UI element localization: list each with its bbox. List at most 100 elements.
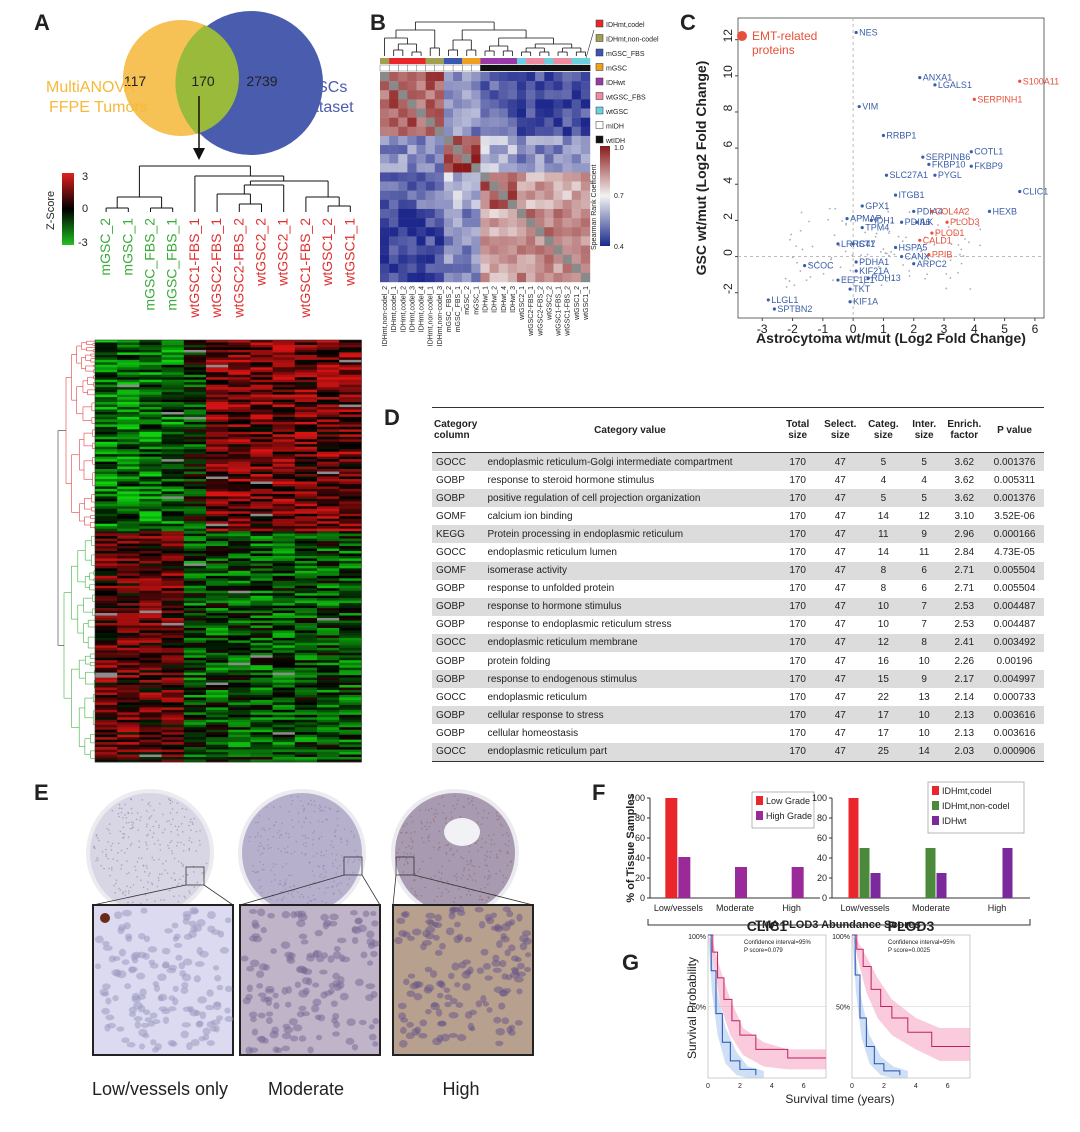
heatmap-cell [95,593,118,596]
heatmap-cell [339,474,362,477]
heatmap-cell [272,551,296,554]
heatmap-cell [317,670,340,673]
heatmap-cell [228,464,251,467]
tissue-speck [98,839,100,842]
cell-nucleus [252,922,260,930]
heatmap-cell [139,387,162,390]
heatmap-cell [161,474,185,477]
survival-x-tick: 4 [914,1083,918,1090]
heatmap-cell [206,704,229,708]
heatmap-cell [139,660,162,664]
tissue-speck [196,881,198,884]
heatmap-cell [183,521,207,524]
correlation-cell [480,190,490,201]
tissue-speck [122,826,125,828]
heatmap-cell [339,608,362,611]
heatmap-cell [294,672,318,676]
panel-label-a: A [34,10,50,35]
correlation-label: IDHmt,non-codel_1 [428,286,435,346]
heatmap-cell [206,675,229,678]
heatmap-cell [250,364,273,368]
tissue-speck [122,892,124,895]
table-cell: 170 [789,583,806,595]
heatmap-cell [317,702,340,706]
tissue-speck [147,833,149,836]
cell-nucleus [206,989,214,997]
cell-nucleus [362,910,370,918]
heatmap-cell [339,627,362,631]
survival-p-note: P score=0.0025 [888,948,931,954]
heatmap-cell [294,732,318,735]
heatmap-cell [339,491,362,495]
correlation-cell [516,81,527,91]
correlation-cell [526,154,536,164]
cell-nucleus [474,906,484,913]
correlation-cell [389,172,399,182]
heatmap-cell [117,387,140,390]
heatmap-cell [95,727,118,731]
heatmap-cell [117,613,140,616]
emt-legend-dot [737,31,747,41]
heatmap-cell [250,533,273,537]
correlation-cell [553,172,563,182]
heatmap-cell [339,434,362,438]
correlation-cell [407,208,417,219]
protein-label: PDIA4 [917,206,943,216]
heatmap-cell [339,407,362,410]
tissue-speck [396,852,399,854]
heatmap-cell [139,680,162,683]
bar-y-tick-label: 0 [640,893,645,903]
heatmap-cell [250,585,273,589]
heatmap-cell [250,655,273,659]
tissue-speck [312,843,314,846]
correlation-cell [416,245,426,255]
legend-swatch [595,48,604,57]
cell-nucleus [245,1046,253,1055]
annotation-type-cell [416,58,426,64]
cell-nucleus [186,1042,193,1051]
correlation-cell [498,99,509,109]
cell-nucleus [298,1035,307,1042]
cell-nucleus [143,935,151,943]
heatmap-cell [183,580,207,584]
heatmap-cell [95,436,118,440]
protein-point [851,242,855,246]
heatmap-cell [206,724,229,728]
correlation-cell [434,135,445,146]
heatmap-cell [206,506,229,510]
background-point [830,256,833,259]
cell-nucleus [116,1026,125,1032]
correlation-cell [498,254,509,264]
tissue-speck [174,825,177,827]
annotation-type-cell [544,58,554,64]
background-point [891,221,893,224]
heatmap-cell [294,414,318,418]
protein-point [972,97,976,101]
table-cell: protein folding [487,655,551,667]
heatmap-cell [317,416,340,420]
survival-x-tick: 0 [850,1083,854,1090]
tissue-speck [440,877,442,880]
tissue-speck [403,863,406,866]
correlation-cell [526,81,536,91]
heatmap-cell [339,610,362,614]
table-cell: 47 [834,583,846,595]
correlation-cell [516,208,527,219]
tissue-speck [188,847,191,850]
heatmap-cell [139,367,162,371]
background-point [866,241,869,244]
heatmap-cell [228,533,251,537]
heatmap-cell [272,511,296,515]
tissue-speck [154,900,156,902]
tissue-speck [116,859,119,862]
correlation-cell [471,72,481,82]
correlation-cell [571,181,582,191]
background-point [950,243,953,246]
tissue-speck [459,896,462,898]
tissue-speck [478,865,481,868]
x-tick-label: -1 [817,322,828,336]
panel-label-f: F [592,780,605,805]
heatmap-cell [206,682,229,686]
table-cell: 14 [877,547,889,559]
correlation-cell [453,199,463,210]
